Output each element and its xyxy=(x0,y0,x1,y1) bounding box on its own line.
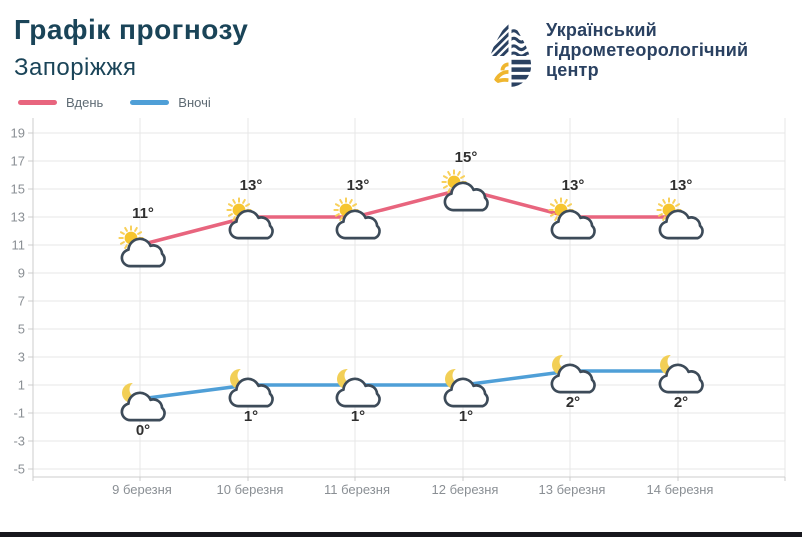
page-title: Графік прогнозу xyxy=(14,14,249,45)
svg-text:13°: 13° xyxy=(670,177,693,194)
grid xyxy=(32,118,786,477)
svg-text:1°: 1° xyxy=(459,408,473,425)
svg-text:13: 13 xyxy=(11,210,25,225)
svg-text:2°: 2° xyxy=(566,394,580,411)
svg-text:13°: 13° xyxy=(347,177,370,194)
svg-text:3: 3 xyxy=(18,350,25,365)
point-labels-day: 11° 13° 13° 15° 13° 13° xyxy=(132,149,692,222)
moon-behind-cloud-icon xyxy=(550,355,596,394)
sun-behind-cloud-icon xyxy=(118,225,166,268)
moon-behind-cloud-icon xyxy=(120,383,166,422)
svg-text:1°: 1° xyxy=(244,408,258,425)
svg-text:13°: 13° xyxy=(240,177,263,194)
svg-text:5: 5 xyxy=(18,322,25,337)
svg-text:7: 7 xyxy=(18,294,25,309)
svg-text:14 березня: 14 березня xyxy=(647,482,714,497)
org-name-line: Український xyxy=(546,20,657,40)
moon-behind-cloud-icon xyxy=(228,369,274,408)
city-name: Запоріжжя xyxy=(14,54,137,81)
moon-behind-cloud-icons xyxy=(120,355,704,422)
point-labels-night: 0° 1° 1° 1° 2° 2° xyxy=(136,394,688,439)
svg-text:19: 19 xyxy=(11,126,25,141)
svg-text:13°: 13° xyxy=(562,177,585,194)
svg-text:-1: -1 xyxy=(13,406,25,421)
y-axis-labels: 19 17 15 13 11 9 7 5 3 1 -1 -3 -5 xyxy=(11,126,25,477)
moon-behind-cloud-icon xyxy=(443,369,489,408)
sun-behind-cloud-icon xyxy=(333,197,381,240)
svg-text:9 березня: 9 березня xyxy=(112,482,172,497)
sun-behind-cloud-icon xyxy=(441,169,489,212)
svg-text:15: 15 xyxy=(11,182,25,197)
org-name-line: гідрометеорологічний xyxy=(546,40,749,60)
svg-text:15°: 15° xyxy=(455,149,478,166)
axes xyxy=(28,118,786,481)
svg-text:17: 17 xyxy=(11,154,25,169)
svg-text:11 березня: 11 березня xyxy=(324,482,390,497)
svg-text:1°: 1° xyxy=(351,408,365,425)
footer-bar xyxy=(0,532,802,537)
legend-swatch-night xyxy=(130,99,170,105)
sun-behind-cloud-icon xyxy=(656,197,704,240)
svg-text:2°: 2° xyxy=(674,394,688,411)
series-line-night xyxy=(139,369,678,401)
org-logo: Український гідрометеорологічний центр xyxy=(487,16,748,90)
legend-label-night: Вночі xyxy=(178,94,211,110)
legend-swatch-day xyxy=(18,99,57,105)
svg-text:-5: -5 xyxy=(13,462,25,477)
svg-text:0°: 0° xyxy=(136,422,150,439)
series-line-day xyxy=(139,187,678,247)
moon-behind-cloud-icon xyxy=(335,369,381,408)
svg-text:9: 9 xyxy=(18,266,25,281)
moon-behind-cloud-icon xyxy=(658,355,704,394)
sun-behind-cloud-icon xyxy=(548,197,596,240)
svg-text:-3: -3 xyxy=(13,434,25,449)
x-axis-labels: 9 березня 10 березня 11 березня 12 березня 1… xyxy=(112,482,713,497)
svg-text:10 березня: 10 березня xyxy=(217,482,284,497)
sun-behind-cloud-icon xyxy=(226,197,274,240)
org-name-line: центр xyxy=(546,60,599,80)
hydromet-drop-icon xyxy=(488,23,532,87)
svg-text:11: 11 xyxy=(12,238,26,253)
svg-text:1: 1 xyxy=(18,378,25,393)
svg-text:12 березня: 12 березня xyxy=(432,482,499,497)
org-name: Український гідрометеорологічний центр xyxy=(546,20,748,80)
chart-legend: Вдень Вночі xyxy=(18,94,238,110)
sun-behind-cloud-icons xyxy=(118,169,704,268)
svg-text:11°: 11° xyxy=(132,205,154,222)
svg-text:13 березня: 13 березня xyxy=(539,482,606,497)
legend-label-day: Вдень xyxy=(66,94,104,110)
